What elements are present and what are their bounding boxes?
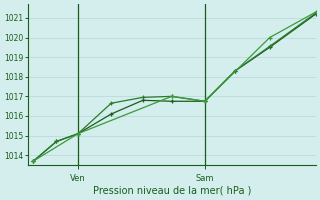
X-axis label: Pression niveau de la mer( hPa ): Pression niveau de la mer( hPa )	[92, 186, 251, 196]
